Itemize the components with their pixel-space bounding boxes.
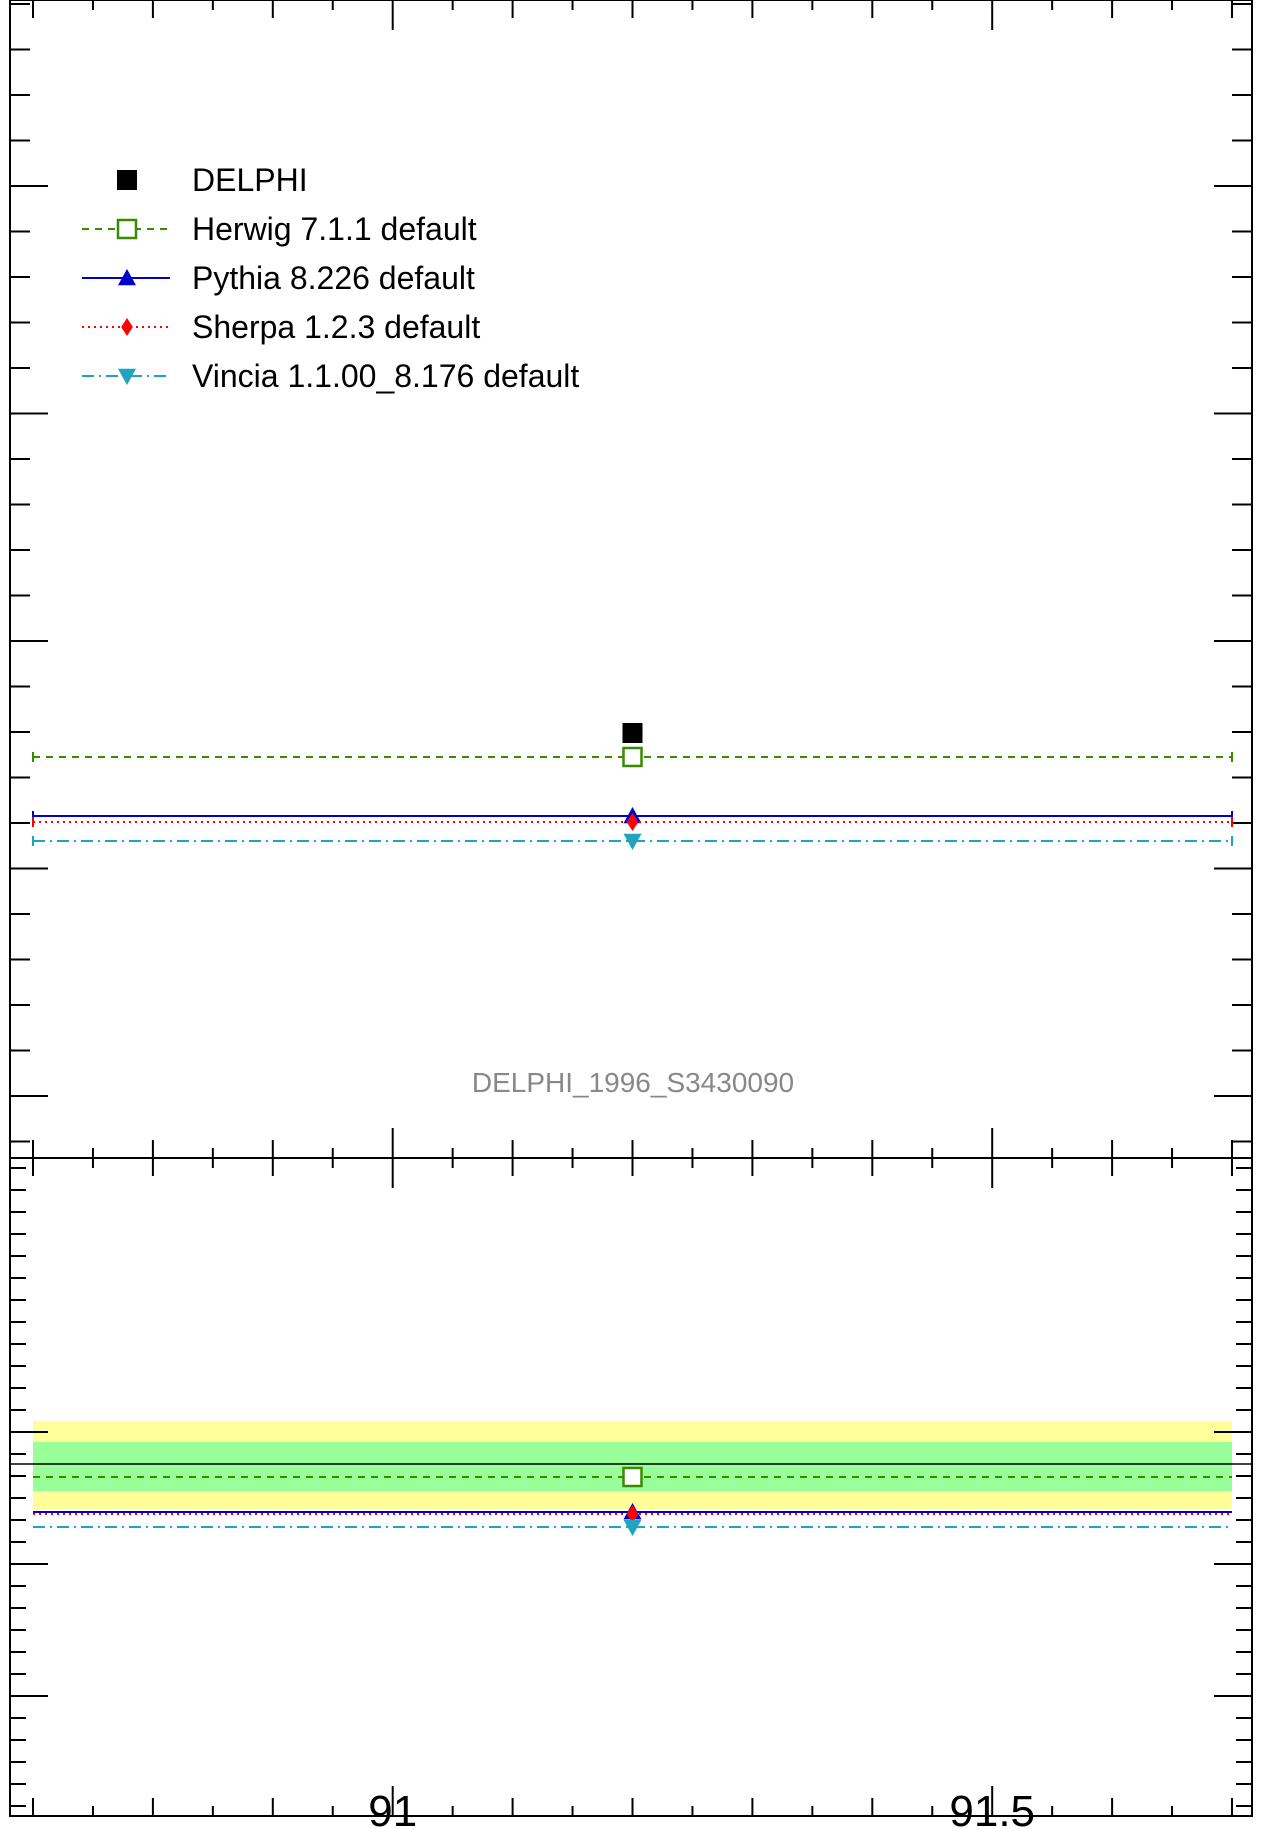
analysis-watermark: DELPHI_1996_S3430090 [472,1067,794,1098]
herwig-marker [622,746,643,768]
legend-label-delphi: DELPHI [192,162,308,198]
ratio-data-marks [33,1466,1232,1536]
ratio-frame [9,1157,1253,1817]
x-tick-label: 91.5 [949,1787,1035,1829]
delphi-data-point [622,723,643,743]
x-tick-label: 91 [368,1787,417,1829]
legend-marker-herwig [116,218,138,240]
ratio-x-ticks: 91 91.5 [32,1158,1233,1829]
legend-marker-sherpa [121,318,133,336]
main-data-marks [32,723,1233,850]
legend-label-sherpa: Sherpa 1.2.3 default [192,309,480,345]
legend-label-vincia: Vincia 1.1.00_8.176 default [192,358,579,394]
vincia-ratio-marker [623,1519,642,1536]
ratio-bands [33,1421,1232,1509]
herwig-ratio-marker [622,1466,643,1488]
sherpa-marker [626,813,639,831]
ratio-y-ticks [10,1167,1252,1807]
main-panel: DELPHI_1996_S3430090 DELPHI Herwig 7.1.1 … [9,0,1253,1159]
main-y-ticks [10,3,1252,1143]
legend-marker-vincia [118,368,136,385]
vincia-marker [623,833,642,850]
legend-label-pythia: Pythia 8.226 default [192,260,475,296]
legend-marker-pythia [118,269,136,286]
ratio-panel: 91 91.5 [9,1157,1253,1829]
legend-marker-delphi [117,170,137,190]
legend-label-herwig: Herwig 7.1.1 default [192,211,477,247]
sherpa-ratio-marker [626,1505,639,1523]
legend: DELPHI Herwig 7.1.1 default Pythia 8.226 d… [82,162,579,394]
main-x-ticks [32,0,1233,1158]
